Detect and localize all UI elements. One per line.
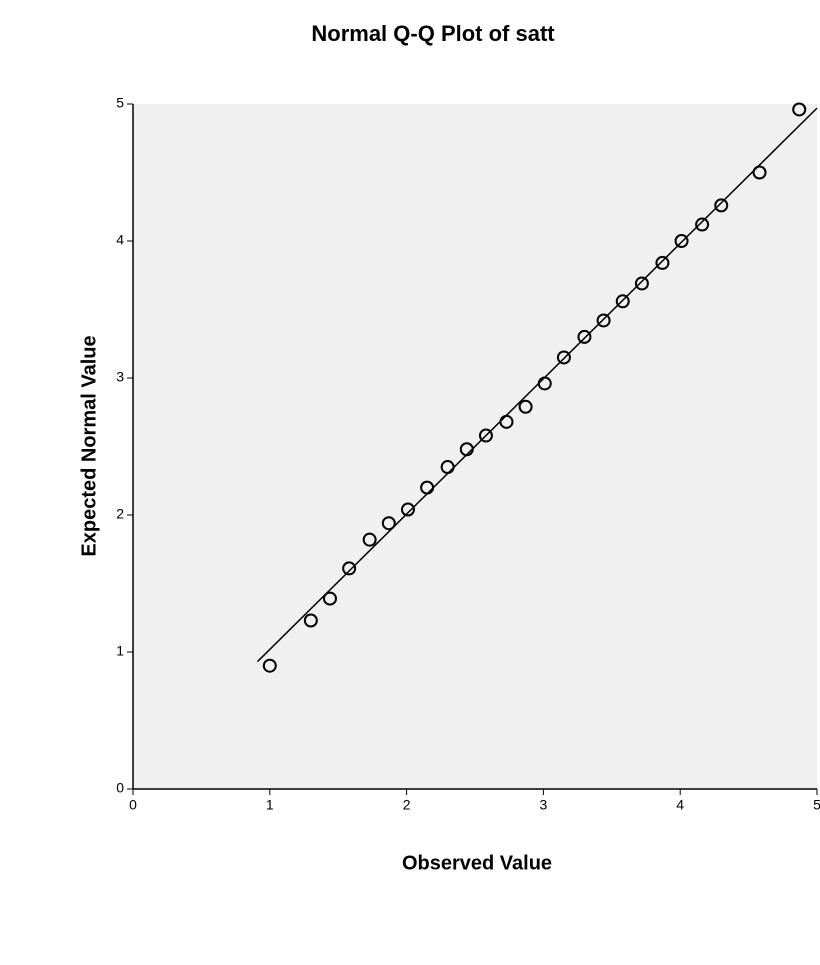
y-axis-title: Expected Normal Value bbox=[78, 335, 100, 556]
x-tick-label: 4 bbox=[676, 797, 684, 813]
y-tick-label: 5 bbox=[116, 95, 124, 111]
x-tick-label: 0 bbox=[129, 797, 137, 813]
y-tick-label: 1 bbox=[116, 643, 124, 659]
y-tick-label: 2 bbox=[116, 506, 124, 522]
x-tick-label: 3 bbox=[540, 797, 548, 813]
y-tick-label: 3 bbox=[116, 369, 124, 385]
y-tick-label: 4 bbox=[116, 232, 124, 248]
chart-title: Normal Q-Q Plot of satt bbox=[311, 21, 555, 46]
x-tick-label: 2 bbox=[403, 797, 411, 813]
x-axis-title: Observed Value bbox=[402, 852, 552, 874]
y-tick-label: 0 bbox=[116, 780, 124, 796]
chart: Normal Q-Q Plot of satt Observed Value E… bbox=[0, 0, 820, 965]
x-tick-label: 5 bbox=[813, 797, 820, 813]
x-tick-label: 1 bbox=[266, 797, 274, 813]
page: Normal Q-Q Plot of satt Observed Value E… bbox=[0, 0, 820, 965]
